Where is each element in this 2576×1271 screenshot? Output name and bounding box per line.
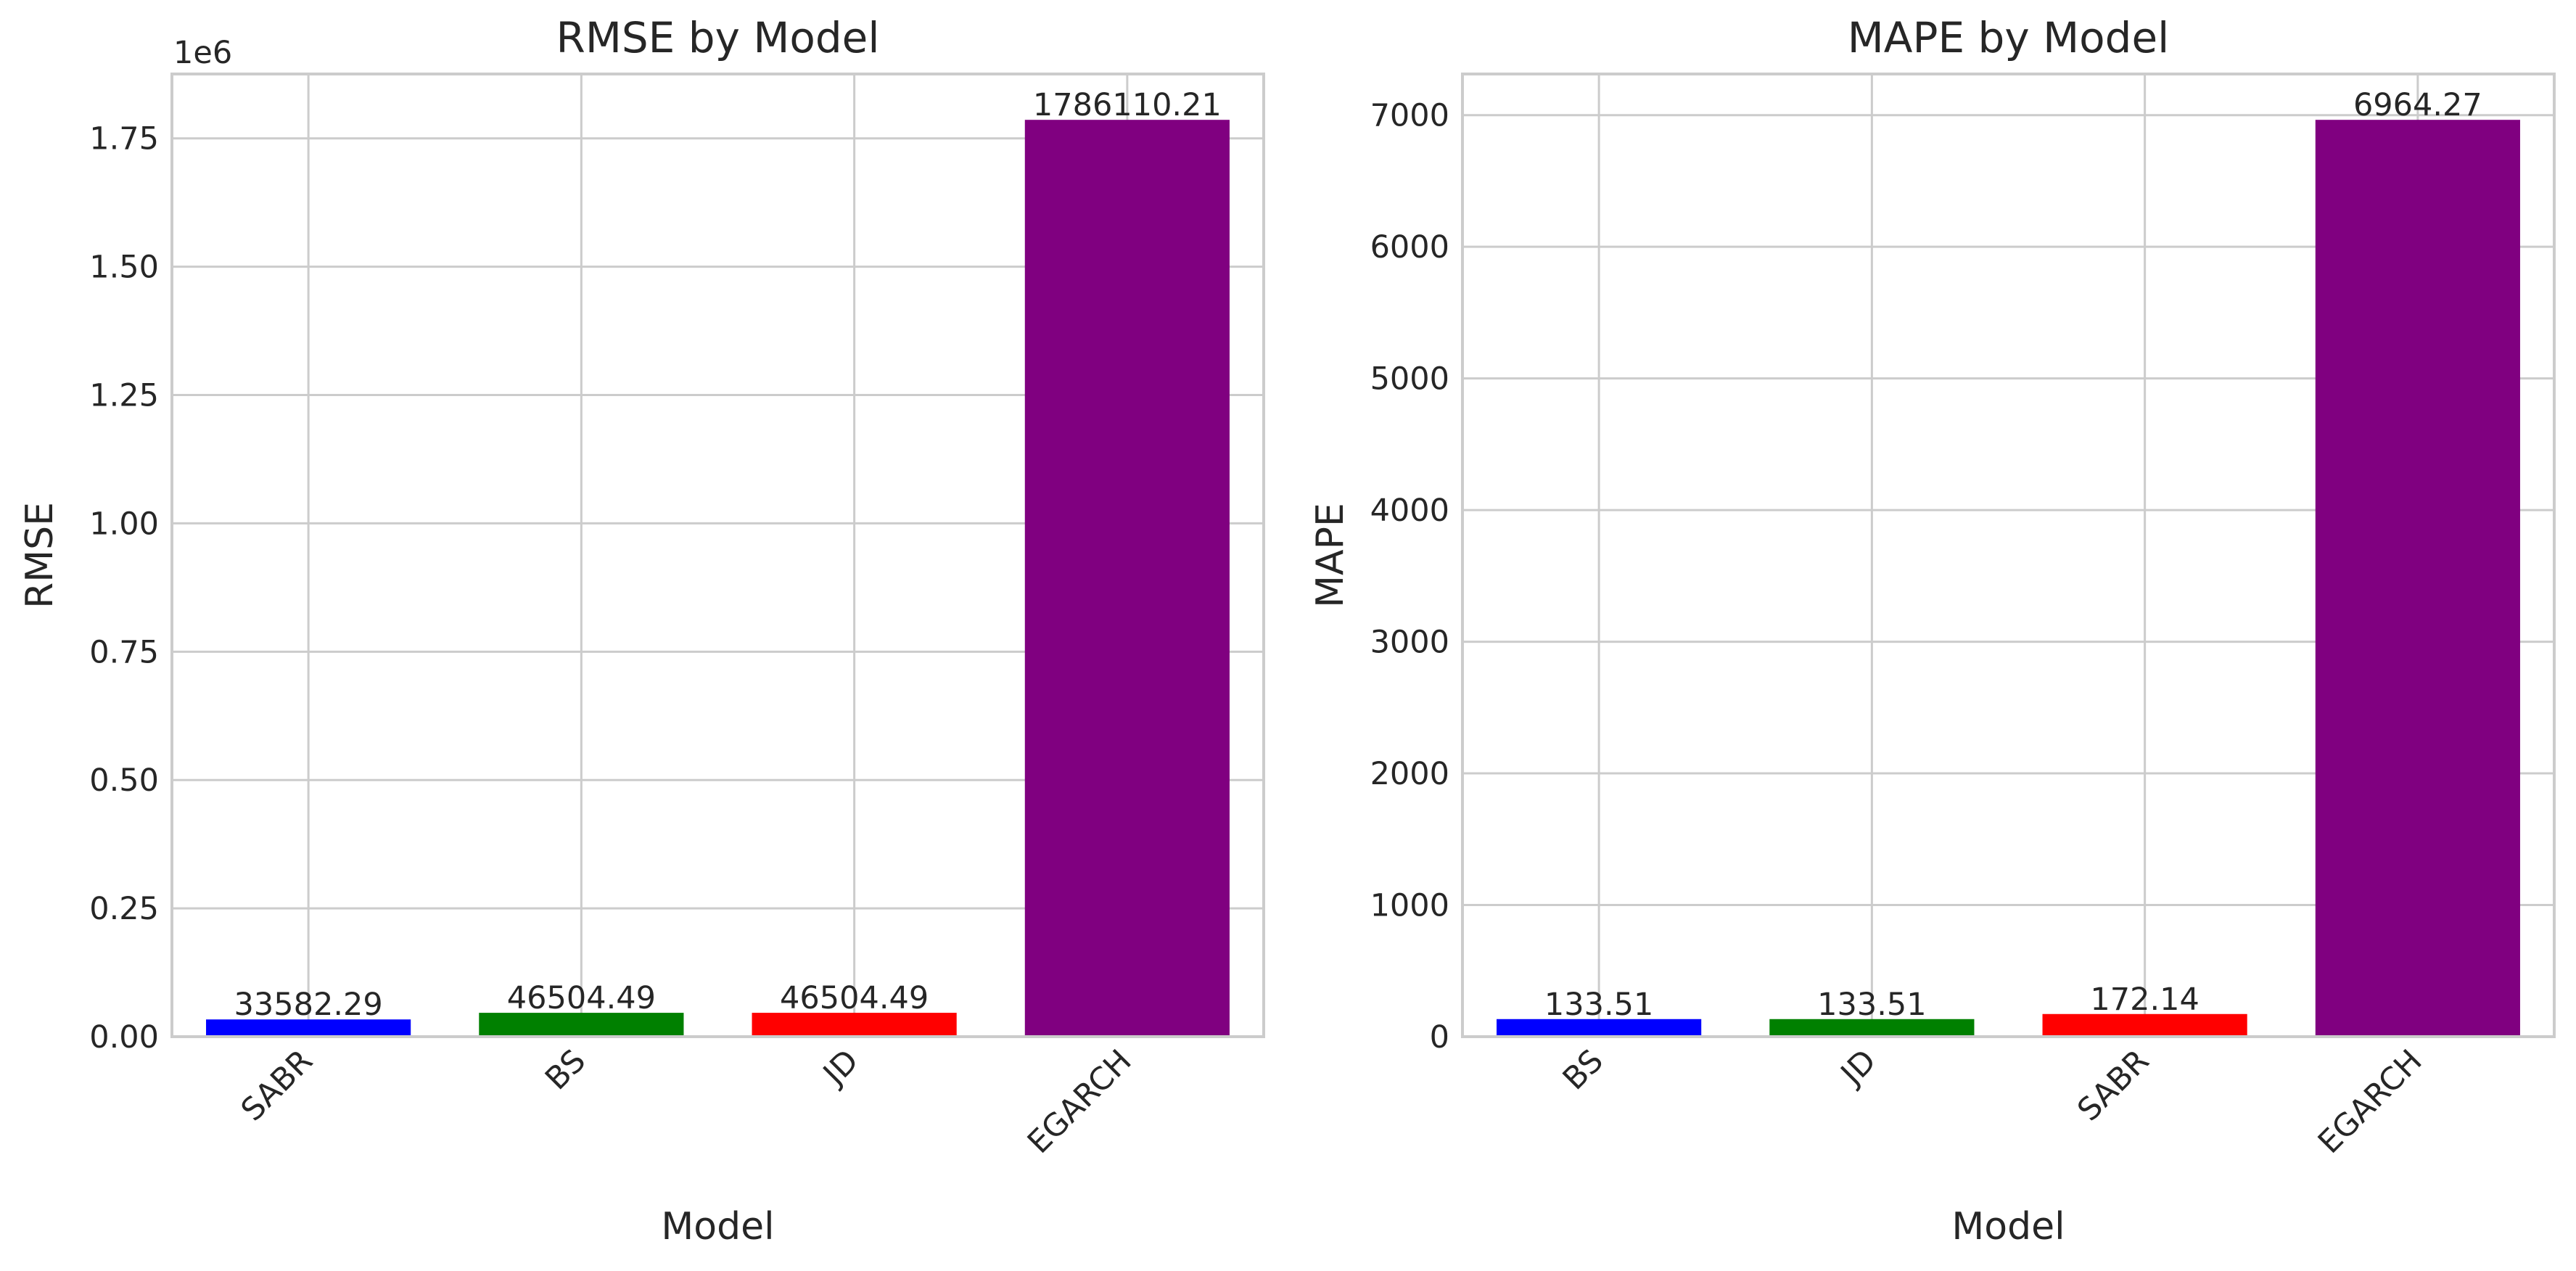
rmse-y-tick-label: 1.00: [89, 506, 159, 542]
rmse-y-tick-label: 0.50: [89, 762, 159, 799]
rmse-y-tick-label: 0.00: [89, 1019, 159, 1056]
mape-y-tick-label: 6000: [1370, 229, 1449, 266]
mape-y-tick-label: 7000: [1370, 98, 1449, 134]
mape-bar-bs: [1497, 1019, 1702, 1037]
mape-x-tick-label: SABR: [2070, 1042, 2156, 1128]
rmse-x-tick-label: SABR: [234, 1042, 320, 1128]
rmse-x-axis-label: Model: [661, 1205, 774, 1249]
mape-chart-title: MAPE by Model: [1848, 13, 2170, 62]
rmse-value-label: 33582.29: [234, 987, 383, 1023]
mape-y-axis-label: MAPE: [1309, 503, 1352, 608]
mape-bar-sabr: [2042, 1013, 2247, 1037]
rmse-y-axis-label: RMSE: [18, 502, 62, 609]
mape-y-tick-label: 5000: [1370, 361, 1449, 398]
mape-bar-egarch: [2315, 120, 2520, 1037]
rmse-axis-offset-text: 1e6: [173, 35, 232, 71]
mape-y-tick-label: 3000: [1370, 625, 1449, 661]
rmse-chart-title: RMSE by Model: [556, 13, 880, 62]
rmse-value-label: 46504.49: [507, 980, 656, 1016]
rmse-y-tick-label: 1.25: [89, 378, 159, 414]
mape-y-tick-label: 4000: [1370, 493, 1449, 529]
rmse-value-label: 46504.49: [780, 980, 929, 1016]
mape-x-tick-label: JD: [1832, 1042, 1883, 1093]
mape-y-tick-label: 0: [1430, 1019, 1449, 1056]
mape-value-label: 172.14: [2090, 982, 2199, 1018]
mape-x-axis-label: Model: [1951, 1205, 2065, 1249]
mape-y-tick-label: 1000: [1370, 888, 1449, 924]
rmse-bar-bs: [479, 1013, 684, 1037]
mape-x-tick-label: BS: [1556, 1042, 1610, 1097]
mape-axes-frame: [1461, 73, 2556, 1038]
rmse-bar-egarch: [1024, 120, 1230, 1037]
mape-value-label: 6964.27: [2353, 87, 2482, 123]
rmse-axes-frame: [170, 73, 1265, 1038]
rmse-chart: 0.00 0.25 0.50 0.75 1.00 1.25 1.50 1.75 33582.29…: [18, 13, 1265, 1249]
rmse-y-tick-label: 0.25: [89, 891, 159, 927]
rmse-bar-sabr: [206, 1019, 411, 1037]
rmse-x-tick-label: JD: [815, 1042, 866, 1093]
mape-y-tick-label: 2000: [1370, 756, 1449, 792]
rmse-value-label: 1786110.21: [1033, 87, 1222, 123]
rmse-y-tick-label: 0.75: [89, 634, 159, 670]
rmse-y-tick-label: 1.50: [89, 250, 159, 286]
rmse-x-tick-label: EGARCH: [1021, 1042, 1139, 1161]
rmse-y-tick-label: 1.75: [89, 121, 159, 157]
mape-chart: 0 1000 2000 3000 4000 5000 6000 7000 133.51 133.5…: [1309, 13, 2556, 1249]
mape-value-label: 133.51: [1544, 987, 1653, 1023]
mape-value-label: 133.51: [1817, 987, 1926, 1023]
rmse-x-tick-label: BS: [538, 1042, 593, 1097]
rmse-bar-jd: [752, 1013, 957, 1037]
mape-x-tick-label: EGARCH: [2311, 1042, 2429, 1161]
mape-bar-jd: [1769, 1019, 1975, 1037]
